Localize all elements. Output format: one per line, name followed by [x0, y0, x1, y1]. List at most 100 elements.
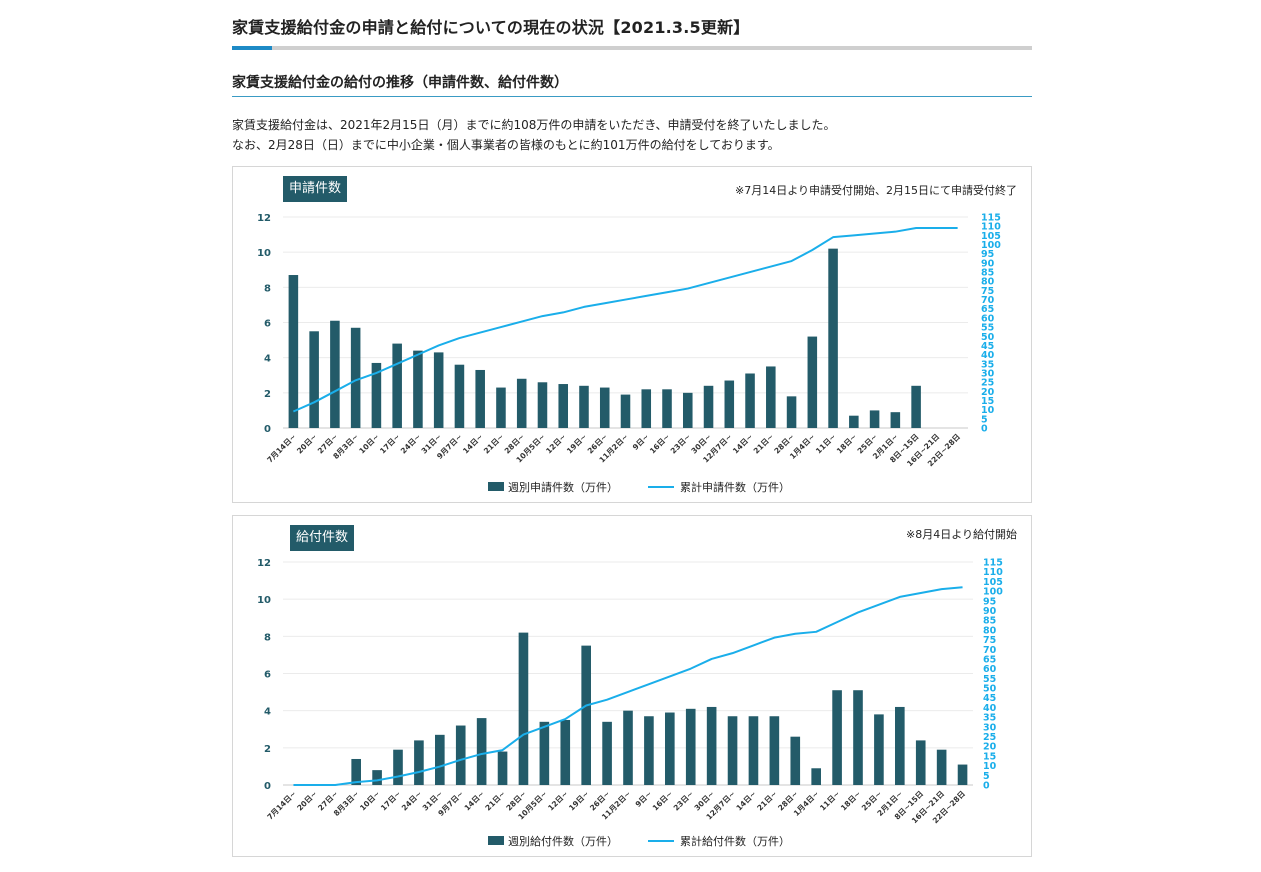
x-axis-category-label: 7月14日~ — [265, 432, 297, 464]
right-axis-tick-label: 15 — [983, 751, 996, 762]
right-axis-tick-label: 80 — [981, 277, 995, 288]
title-rule-accent — [232, 46, 272, 50]
left-axis-tick-label: 6 — [264, 670, 271, 681]
legend-bar-label: 週別給付件数（万件） — [508, 834, 618, 848]
title-rule — [232, 46, 1032, 50]
x-axis-category-label: 12日~ — [544, 432, 568, 456]
bar — [435, 734, 445, 785]
bar — [599, 387, 610, 428]
right-axis-tick-label: 40 — [983, 703, 997, 714]
bar — [748, 716, 759, 785]
intro-text: 家賃支援給付金は、2021年2月15日（月）までに約108万件の申請をいただき、… — [232, 115, 1032, 155]
right-axis-tick-label: 70 — [983, 645, 997, 656]
bar — [309, 331, 319, 428]
bar — [433, 352, 444, 428]
bar — [518, 632, 529, 785]
bar — [745, 373, 755, 428]
bar — [371, 362, 382, 428]
bar — [392, 343, 402, 428]
right-axis-tick-label: 25 — [983, 732, 996, 743]
payments-chart-tag: 給付件数 — [290, 525, 355, 551]
page-title: 家賃支援給付金の申請と給付についての現在の状況【2021.3.5更新】 — [232, 18, 750, 37]
applications-chart-note: ※7月14日より申請受付開始、2月15日にて申請受付終了 — [735, 184, 1017, 197]
bar — [393, 749, 403, 785]
bar — [351, 758, 361, 785]
bar — [641, 389, 652, 428]
right-axis-tick-label: 85 — [981, 268, 994, 279]
left-axis-tick-label: 6 — [264, 319, 271, 330]
section-rule — [232, 96, 1032, 97]
bar — [811, 768, 821, 785]
x-axis-category-label: 7月14日~ — [265, 789, 297, 821]
payments-chart-note: ※8月4日より給付開始 — [906, 528, 1017, 541]
bar — [476, 718, 487, 785]
legend-line-label: 累計申請件数（万件） — [680, 480, 790, 494]
x-axis-category-label: 19日~ — [565, 432, 589, 456]
right-axis-tick-label: 90 — [983, 606, 997, 617]
x-axis-category-label: 18日~ — [839, 789, 863, 813]
bar — [807, 336, 818, 428]
right-axis-tick-label: 115 — [981, 213, 1001, 224]
bar — [414, 740, 424, 785]
right-axis-tick-label: 95 — [981, 249, 994, 260]
bar — [665, 712, 675, 785]
bar — [769, 716, 780, 785]
bar — [539, 721, 550, 785]
x-axis-category-label: 17日~ — [379, 789, 403, 813]
bar — [581, 645, 591, 785]
left-axis-tick-label: 8 — [264, 283, 271, 294]
bar — [890, 412, 901, 428]
bar — [869, 410, 880, 428]
right-axis-tick-label: 30 — [981, 368, 995, 379]
bar — [957, 764, 968, 785]
bar — [475, 369, 485, 428]
bar — [790, 736, 801, 785]
right-axis-tick-label: 100 — [983, 587, 1003, 598]
left-axis-tick-label: 2 — [264, 389, 271, 400]
payments-chart-panel: 給付件数 ※8月4日より給付開始 0 2 4 6 8 10 12 0 5 10 15 20 25 30 35… — [232, 515, 1032, 857]
bar — [727, 716, 738, 785]
bar — [766, 366, 776, 428]
right-axis-tick-label: 60 — [981, 313, 995, 324]
bar — [516, 378, 527, 428]
x-axis-category-label: 24日~ — [399, 432, 423, 456]
bar — [703, 385, 714, 428]
bar — [602, 721, 612, 785]
right-axis-tick-label: 35 — [981, 359, 994, 370]
right-axis-tick-label: 20 — [983, 742, 997, 753]
bar — [895, 706, 905, 785]
cumulative-line — [292, 227, 958, 413]
x-axis-category-label: 16日~ — [651, 789, 675, 813]
left-axis-tick-label: 2 — [264, 744, 271, 755]
x-axis-category-label: 12日~ — [546, 789, 570, 813]
applications-chart-panel: 申請件数 ※7月14日より申請受付開始、2月15日にて申請受付終了 0 2 4 6 8 1… — [232, 166, 1032, 503]
bar — [853, 690, 863, 785]
right-axis-tick-label: 75 — [983, 635, 996, 646]
left-axis-tick-label: 0 — [264, 424, 271, 435]
bar — [455, 725, 466, 785]
section-heading: 家賃支援給付金の給付の推移（申請件数、給付件数） — [232, 75, 568, 91]
right-axis-tick-label: 20 — [981, 387, 995, 398]
left-axis-tick-label: 8 — [264, 632, 271, 643]
bar — [911, 385, 921, 428]
x-axis-category-label: 16日~ — [648, 432, 672, 456]
bar — [936, 749, 947, 785]
x-axis-category-label: 11日~ — [818, 789, 842, 813]
bar — [620, 394, 631, 428]
x-axis-category-label: 17日~ — [378, 432, 402, 456]
left-axis-tick-label: 4 — [264, 354, 271, 365]
left-axis-tick-label: 12 — [257, 558, 271, 569]
bar — [537, 382, 548, 428]
bar — [350, 327, 361, 428]
right-axis-tick-label: 0 — [983, 781, 990, 792]
x-axis-category-label: 21日~ — [483, 789, 507, 813]
right-axis-tick-label: 100 — [981, 240, 1001, 251]
bar — [558, 384, 569, 428]
payments-chart: 0246810120510152025303540455055606570758… — [257, 558, 1003, 849]
right-axis-tick-label: 10 — [983, 761, 997, 772]
bar — [874, 714, 884, 785]
right-axis-tick-label: 80 — [983, 625, 997, 636]
right-axis-tick-label: 75 — [981, 286, 994, 297]
right-axis-tick-label: 65 — [981, 304, 994, 315]
cumulative-line — [293, 586, 963, 786]
